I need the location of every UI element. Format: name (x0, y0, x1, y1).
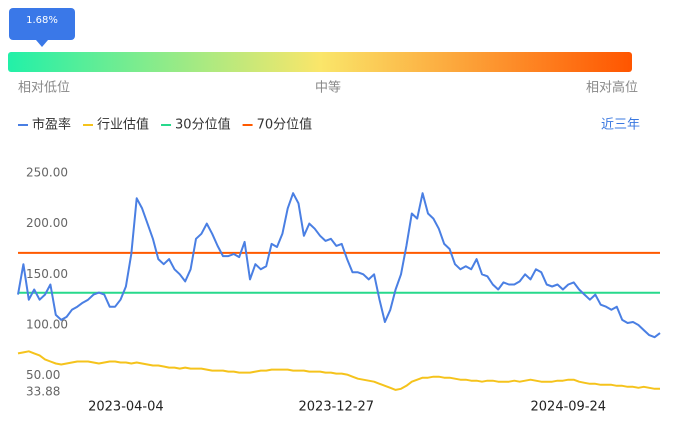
legend-label: 市盈率 (32, 117, 71, 133)
y-tick-label: 33.88 (26, 385, 60, 399)
series-line (17, 350, 660, 391)
range-button[interactable]: 近三年 (601, 118, 640, 133)
gauge-tooltip (9, 8, 75, 40)
gauge-high: 相对高位 (586, 80, 638, 96)
gauge-pointer (36, 40, 48, 47)
x-tick-label: 2023-04-04 (88, 400, 164, 415)
y-tick-label: 250.00 (26, 165, 68, 179)
legend-label: 30分位值 (175, 117, 231, 133)
legend-label: 行业估值 (97, 117, 149, 133)
legend-label: 70分位值 (257, 117, 313, 133)
y-tick-label: 100.00 (26, 317, 68, 331)
gauge-bar (8, 52, 632, 72)
x-tick-label: 2023-12-27 (299, 400, 375, 415)
x-tick-label: 2024-09-24 (531, 400, 607, 415)
series-line (17, 192, 661, 339)
gauge-mid: 中等 (315, 80, 341, 96)
gauge-low: 相对低位 (18, 81, 70, 96)
y-tick-label: 50.00 (26, 368, 60, 382)
gauge-value: 1.68% (26, 15, 58, 26)
y-tick-label: 150.00 (26, 267, 68, 281)
y-tick-label: 200.00 (26, 216, 68, 230)
